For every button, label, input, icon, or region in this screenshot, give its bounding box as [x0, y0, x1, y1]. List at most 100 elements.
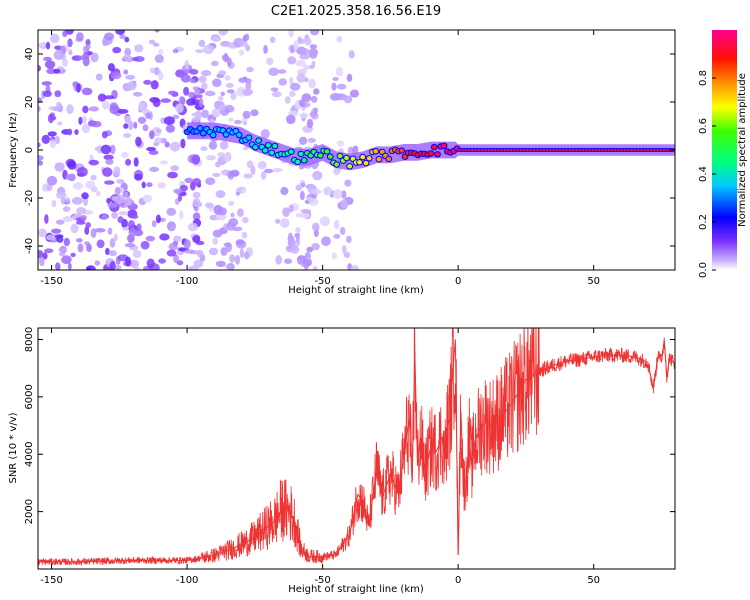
spectrogram-noise-blob	[117, 216, 124, 224]
spectrogram-noise-blob	[226, 262, 235, 270]
spectrogram-noise-blob	[41, 81, 52, 86]
spectrogram-noise-blob	[241, 117, 247, 123]
spectrogram-noise-blob	[90, 174, 97, 181]
spectrogram-noise-blob	[268, 67, 279, 77]
spectrogram-noise-blob	[309, 50, 318, 59]
spectrogram-x-tick-label: -100	[176, 276, 199, 287]
spectrogram-noise-blob	[133, 121, 138, 129]
spectrogram-noise-blob	[240, 40, 248, 47]
spectrogram-noise-blob	[226, 89, 235, 94]
spectrogram-noise-blob	[97, 144, 103, 154]
colorbar-tick-label: 0.6	[698, 118, 709, 134]
spectrogram-noise-blob	[145, 235, 155, 242]
spectrogram-noise-blob	[172, 48, 179, 54]
spectrogram-noise-blob	[314, 229, 319, 237]
spectrogram-noise-blob	[41, 134, 50, 144]
spectrogram-noise-blob	[260, 171, 267, 180]
spectrogram-noise-blob	[203, 44, 214, 55]
spectrogram-noise-blob	[110, 144, 116, 155]
spectrogram-noise-blob	[61, 255, 72, 265]
spectrogram-noise-blob	[70, 252, 76, 258]
spectrogram-noise-blob	[143, 79, 152, 85]
spectrogram-noise-blob	[57, 121, 63, 126]
spectrogram-noise-blob	[243, 173, 253, 179]
spectrogram-noise-blob	[85, 222, 91, 229]
spectrogram-noise-blob	[131, 214, 139, 219]
spectrogram-noise-blob	[76, 83, 81, 93]
spectrogram-noise-blob	[323, 188, 329, 195]
spectrogram-noise-blob	[230, 91, 237, 101]
spectrogram-noise-blob	[43, 56, 52, 62]
spectrogram-noise-blob	[280, 186, 289, 196]
spectrogram-noise-blob	[307, 137, 316, 143]
spectrogram-noise-blob	[297, 68, 308, 75]
spectrogram-noise-blob	[313, 107, 318, 114]
spectrogram-noise-blob	[134, 173, 143, 181]
spectrogram-noise-blob	[96, 239, 105, 249]
spectrogram-noise-blob	[146, 182, 153, 188]
spectrogram-noise-blob	[212, 229, 223, 238]
spectrogram-noise-blob	[290, 45, 295, 54]
spectrogram-noise-blob	[121, 152, 129, 159]
spectrogram-noise-blob	[149, 166, 160, 172]
spectrogram-noise-blob	[122, 54, 132, 62]
spectrogram-noise-blob	[154, 54, 164, 63]
spectrogram-ridge-point	[197, 126, 203, 131]
spectrogram-noise-blob	[49, 139, 57, 148]
spectrogram-noise-blob	[300, 182, 306, 188]
spectrogram-noise-blob	[243, 146, 249, 151]
spectrogram-noise-blob	[63, 237, 70, 247]
spectrogram-noise-blob	[184, 59, 190, 70]
spectrogram-ridge-point	[269, 150, 275, 155]
spectrogram-noise-blob	[183, 239, 191, 249]
spectrogram-noise-blob	[350, 265, 360, 270]
spectrogram-noise-blob	[226, 221, 236, 231]
spectrogram-noise-blob	[46, 175, 58, 186]
spectrogram-noise-blob	[124, 47, 132, 57]
spectrogram-noise-blob	[67, 160, 77, 170]
spectrogram-noise-blob	[191, 117, 201, 123]
spectrogram-noise-blob	[179, 210, 184, 220]
spectrogram-noise-blob	[217, 207, 227, 216]
spectrogram-noise-blob	[186, 98, 196, 106]
spectrogram-noise-blob	[44, 214, 49, 224]
spectrogram-noise-blob	[84, 226, 90, 235]
spectrogram-noise-blob	[136, 223, 142, 232]
spectrogram-noise-blob	[53, 50, 64, 60]
spectrogram-noise-blob	[195, 49, 204, 54]
spectrogram-noise-blob	[312, 170, 323, 181]
spectrogram-noise-blob	[282, 207, 290, 218]
spectrogram-noise-blob	[341, 190, 347, 199]
spectrogram-noise-blob	[229, 254, 236, 263]
spectrogram-ridge-point	[246, 135, 252, 140]
spectrogram-noise-blob	[68, 49, 73, 56]
spectrogram-noise-blob	[148, 39, 156, 45]
spectrogram-noise-blob	[159, 160, 169, 165]
spectrogram-noise-blob	[196, 249, 204, 258]
spectrogram-ridge-point	[223, 132, 229, 137]
spectrogram-noise-blob	[149, 130, 155, 140]
spectrogram-noise-blob	[217, 95, 224, 101]
spectrogram-noise-blob	[70, 223, 79, 234]
spectrogram-noise-blob	[85, 39, 91, 46]
spectrogram-noise-blob	[220, 91, 225, 97]
spectrogram-noise-blob	[165, 124, 175, 133]
spectrogram-noise-blob	[343, 251, 351, 259]
spectrogram-ridge-point	[363, 160, 369, 166]
spectrogram-noise-blob	[208, 141, 218, 150]
colorbar-label: Normalized spectral amplitude	[737, 73, 748, 227]
spectrogram-noise-blob	[62, 58, 68, 67]
spectrogram-noise-blob	[208, 247, 219, 256]
spectrogram-noise-blob	[129, 259, 140, 268]
spectrogram-noise-blob	[166, 207, 176, 216]
spectrogram-noise-blob	[312, 265, 318, 270]
spectrogram-noise-blob	[242, 110, 251, 119]
spectrogram-noise-blob	[123, 69, 129, 75]
spectrogram-ridge-point	[236, 132, 242, 138]
spectrogram-noise-blob	[81, 123, 91, 134]
spectrogram-noise-blob	[45, 41, 51, 50]
spectrogram-noise-blob	[77, 167, 88, 177]
colorbar-tick-label: 0.8	[698, 70, 709, 86]
spectrogram-ridge-point	[298, 151, 304, 157]
